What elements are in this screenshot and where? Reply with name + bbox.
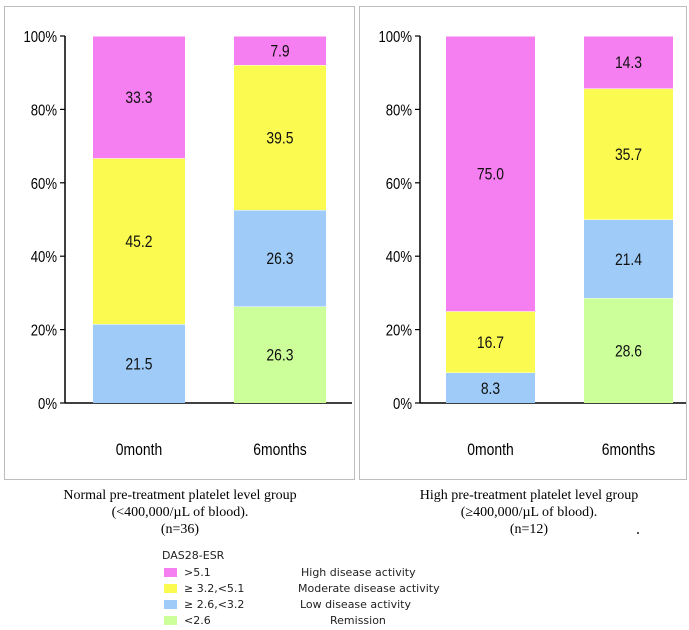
bar-segment xyxy=(234,209,326,307)
bar-segment xyxy=(584,298,673,403)
caption-normal-line2: (<400,000/µL of blood). xyxy=(111,505,249,520)
bar-segment xyxy=(446,311,535,373)
bar-segment xyxy=(93,324,185,403)
legend-code-remission: <2.6 xyxy=(184,614,211,627)
bar-segment xyxy=(93,36,185,159)
legend-swatch-high xyxy=(164,568,177,577)
data-label: 26.3 xyxy=(266,347,293,366)
data-label: 75.0 xyxy=(477,165,504,184)
bar-segment xyxy=(446,36,535,312)
data-label: 21.4 xyxy=(615,251,642,270)
caption-high-line2: (≥400,000/µL of blood). xyxy=(460,505,598,520)
caption-normal-line1: Normal pre-treatment platelet level grou… xyxy=(63,488,297,503)
caption-high-line1: High pre-treatment platelet level group xyxy=(419,488,639,503)
y-tick-label: 60% xyxy=(386,176,412,193)
data-label: 45.2 xyxy=(125,233,152,252)
legend-swatch-moderate xyxy=(164,584,177,593)
bar-segment xyxy=(234,306,326,403)
stacked-bar-chart-normal: 0% 20% 40% 60% 80% 100% 21.5 45.2 33.3 0month 26.3… xyxy=(23,29,352,460)
legend-code-moderate: ≥ 3.2,<5.1 xyxy=(184,582,245,595)
y-tick-label: 80% xyxy=(31,102,57,119)
bar-segment xyxy=(584,88,673,220)
data-label: 21.5 xyxy=(125,355,152,374)
bar-segment xyxy=(234,64,326,210)
bar-segment xyxy=(584,36,673,89)
legend-item-remission: <2.6 Remission xyxy=(162,614,482,628)
legend-title: DAS28-ESR xyxy=(162,549,225,562)
legend-desc-low: Low disease activity xyxy=(300,598,411,611)
bar-segment xyxy=(234,36,326,65)
data-label: 26.3 xyxy=(266,250,293,269)
legend: DAS28-ESR >5.1 High disease activity ≥ 3… xyxy=(162,549,482,629)
caption-normal-line3: (n=36) xyxy=(160,522,200,537)
stray-dot xyxy=(637,532,639,534)
data-label: 35.7 xyxy=(615,146,642,165)
y-tick-label: 80% xyxy=(386,102,412,119)
caption-normal: Normal pre-treatment platelet level grou… xyxy=(20,487,340,538)
caption-high-line3: (n=12) xyxy=(509,522,549,537)
x-tick-label: 0month xyxy=(467,441,513,460)
legend-item-moderate: ≥ 3.2,<5.1 Moderate disease activity xyxy=(162,582,482,596)
legend-item-high: >5.1 High disease activity xyxy=(162,566,482,580)
bar-segment xyxy=(93,158,185,325)
legend-item-low: ≥ 2.6,<3.2 Low disease activity xyxy=(162,598,482,612)
chart-panel-normal: 0% 20% 40% 60% 80% 100% 21.5 45.2 33.3 0month 26.3… xyxy=(4,6,355,480)
legend-code-low: ≥ 2.6,<3.2 xyxy=(184,598,245,611)
y-tick-label: 40% xyxy=(31,249,57,266)
legend-desc-high: High disease activity xyxy=(301,566,416,579)
stacked-bar-chart-high: 0% 20% 40% 60% 80% 100% 8.3 16.7 75.0 0month 28.6 2… xyxy=(378,29,686,460)
y-tick-label: 20% xyxy=(386,322,412,339)
y-tick-label: 0% xyxy=(38,396,57,413)
y-tick-label: 100% xyxy=(378,29,412,46)
y-tick-label: 100% xyxy=(23,29,57,46)
legend-desc-remission: Remission xyxy=(330,614,386,627)
data-label: 14.3 xyxy=(615,54,642,73)
y-tick-label: 0% xyxy=(393,396,412,413)
chart-panel-high: 0% 20% 40% 60% 80% 100% 8.3 16.7 75.0 0month 28.6 2… xyxy=(359,6,687,480)
x-tick-label: 0month xyxy=(116,441,162,460)
y-tick-label: 60% xyxy=(31,176,57,193)
data-label: 7.9 xyxy=(270,42,289,61)
data-label: 28.6 xyxy=(615,342,642,361)
legend-code-high: >5.1 xyxy=(184,566,211,579)
data-label: 16.7 xyxy=(477,334,504,353)
data-label: 39.5 xyxy=(266,129,293,148)
y-tick-label: 20% xyxy=(31,322,57,339)
legend-swatch-remission xyxy=(164,616,177,625)
data-label: 33.3 xyxy=(125,89,152,108)
caption-high: High pre-treatment platelet level group … xyxy=(379,487,679,538)
bar-segment xyxy=(446,372,535,403)
x-tick-label: 6months xyxy=(602,441,656,460)
data-label: 8.3 xyxy=(481,380,500,399)
bar-segment xyxy=(584,219,673,299)
legend-swatch-low xyxy=(164,600,177,609)
x-tick-label: 6months xyxy=(253,441,307,460)
y-tick-label: 40% xyxy=(386,249,412,266)
legend-desc-moderate: Moderate disease activity xyxy=(298,582,440,595)
